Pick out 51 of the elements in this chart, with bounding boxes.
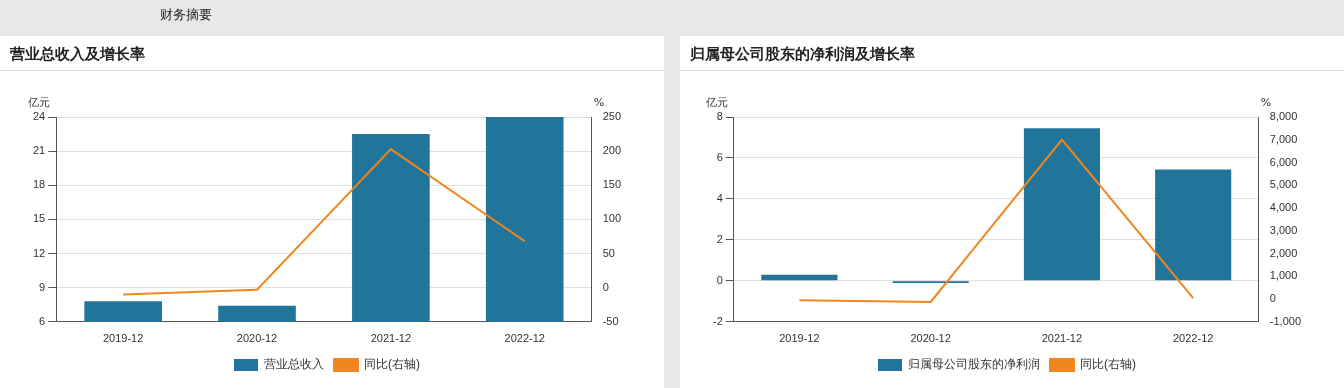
y2-tick-label: 5,000 [1269, 178, 1298, 191]
y-tick-label: 8 [716, 110, 723, 123]
x-tick-label: 2019-12 [102, 332, 144, 345]
legend-label: 同比(右轴) [1080, 357, 1136, 372]
y-tick-label: 4 [716, 191, 723, 204]
y2-tick-label: 0 [602, 280, 609, 293]
y-tick-label: 24 [32, 110, 46, 123]
y-tick-label: 0 [716, 273, 723, 286]
y2-tick-label: 0 [1269, 292, 1276, 305]
text: 财务摘要 [160, 7, 212, 22]
y2-tick-label: 3,000 [1269, 223, 1298, 236]
y2-tick-label: 150 [602, 178, 622, 191]
bar [1023, 128, 1100, 281]
y2-tick-label: 7,000 [1269, 132, 1298, 145]
y2-tick-label: 250 [602, 110, 622, 123]
y-axis-title: 亿元 [704, 96, 728, 110]
y-tick-label: -2 [713, 314, 723, 327]
y2-tick-label: 50 [602, 246, 615, 259]
x-tick-label: 2022-12 [504, 332, 545, 345]
y2-tick-label: -1,000 [1269, 314, 1302, 327]
y2-tick-label: 4,000 [1269, 201, 1298, 214]
legend-label: 同比(右轴) [364, 357, 420, 372]
y2-tick-label: 8,000 [1269, 110, 1298, 123]
y-tick-label: 15 [32, 212, 46, 225]
x-tick-label: 2019-12 [779, 332, 820, 345]
x-tick-label: 2022-12 [1172, 332, 1214, 345]
y-tick-label: 2 [716, 232, 723, 245]
legend-label: 营业总收入 [264, 357, 324, 372]
y-tick-label: 21 [32, 144, 46, 157]
y2-tick-label: 6,000 [1269, 155, 1298, 168]
y-tick-label: 9 [39, 280, 46, 293]
bar [1155, 169, 1232, 281]
y-tick-label: 6 [716, 150, 723, 163]
y2-tick-label: 2,000 [1269, 246, 1298, 259]
y2-tick-label: 1,000 [1269, 269, 1298, 282]
x-tick-label: 2021-12 [1041, 332, 1083, 345]
y-tick-label: 18 [32, 178, 46, 191]
y2-axis-title: % [1260, 96, 1272, 110]
y2-tick-label: 200 [602, 144, 622, 157]
y2-axis-title: % [593, 96, 605, 110]
y-axis-title: 亿元 [27, 96, 51, 110]
x-tick-label: 2020-12 [910, 332, 951, 345]
y-tick-label: 12 [32, 246, 46, 259]
y2-tick-label: 100 [602, 212, 622, 225]
x-tick-label: 2020-12 [236, 332, 278, 345]
x-tick-label: 2021-12 [370, 332, 412, 345]
chart-title: 归属母公司股东的净利润及增长率 [680, 36, 1344, 71]
y2-tick-label: -50 [602, 314, 619, 327]
legend-label: 归属母公司股东的净利润 [908, 357, 1040, 372]
y-tick-label: 6 [39, 314, 46, 327]
chart-title: 营业总收入及增长率 [0, 36, 664, 71]
